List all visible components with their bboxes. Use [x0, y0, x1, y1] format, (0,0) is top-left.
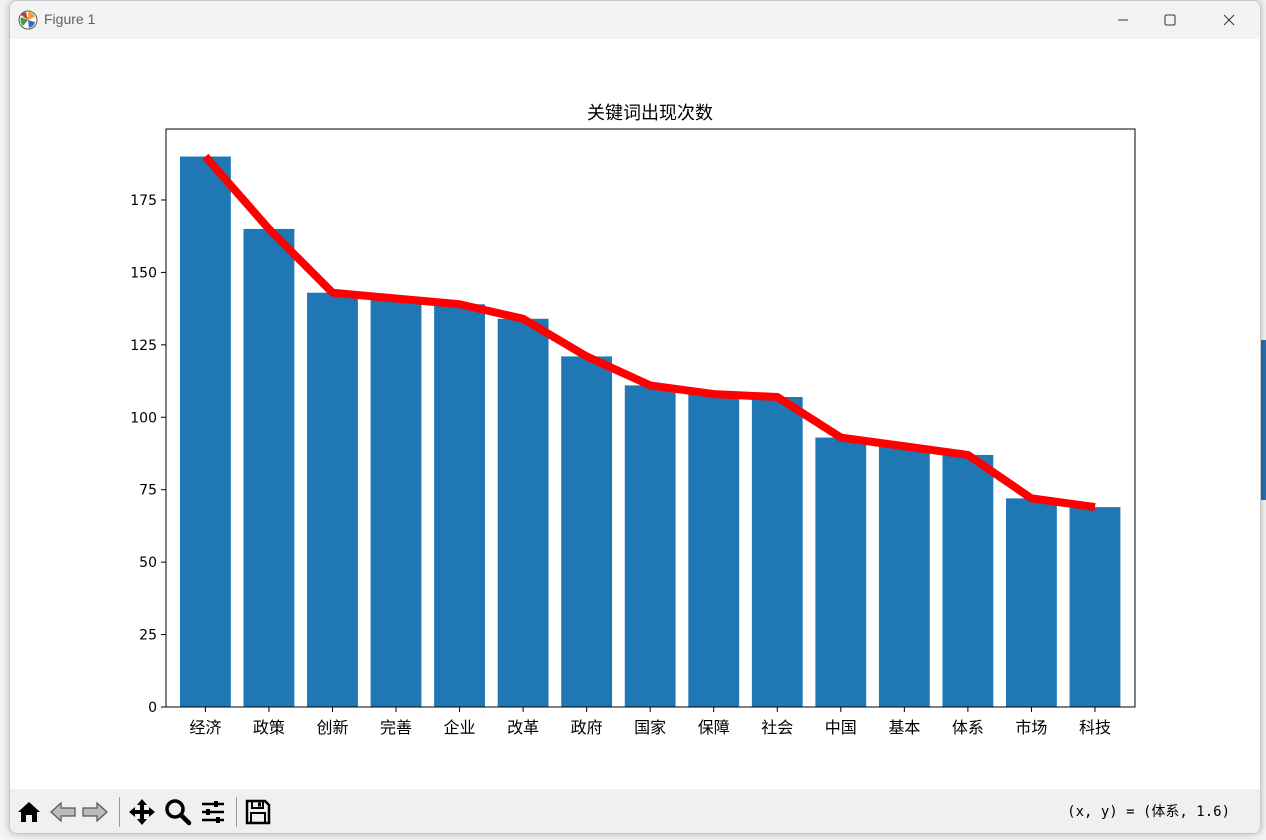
- y-tick-label: 0: [148, 700, 157, 716]
- y-tick-label: 175: [130, 193, 157, 209]
- y-tick-label: 100: [130, 410, 157, 426]
- x-tick-label: 完善: [380, 718, 412, 737]
- y-tick-label: 25: [139, 628, 157, 644]
- back-icon: [50, 801, 76, 823]
- bar-5: [434, 304, 485, 707]
- x-tick-label: 市场: [1015, 718, 1047, 737]
- save-button[interactable]: [243, 797, 273, 827]
- bar-13: [942, 454, 994, 707]
- trend-line: [202, 153, 1096, 512]
- home-icon: [18, 802, 40, 822]
- bar-10: [751, 396, 803, 707]
- y-tick-label: 125: [130, 338, 157, 354]
- cursor-coordinates: (x, y) = (体系, 1.6): [1067, 804, 1230, 820]
- matplotlib-icon: [18, 10, 38, 30]
- bar-11: [815, 437, 867, 707]
- x-tick-label: 体系: [952, 718, 984, 737]
- toolbar-separator: [119, 797, 120, 827]
- x-tick-label: 政府: [571, 718, 603, 737]
- pan-icon: [129, 799, 155, 825]
- bar-7: [561, 356, 613, 707]
- maximize-icon: [1164, 14, 1176, 26]
- y-axis: 0 25 50 75 100 125 150 175: [130, 193, 166, 716]
- x-tick-label: 基本: [888, 718, 920, 737]
- forward-button[interactable]: [80, 797, 110, 827]
- desktop-background-strip: [1258, 340, 1266, 500]
- bar-14: [1006, 498, 1057, 707]
- forward-icon: [82, 801, 108, 823]
- bar-2: [243, 228, 295, 707]
- home-button[interactable]: [14, 797, 44, 827]
- title-bar: Figure 1: [10, 1, 1260, 39]
- x-tick-label: 保障: [698, 718, 730, 737]
- bar-12: [878, 446, 930, 707]
- y-tick-label: 75: [139, 483, 157, 499]
- bar-1: [179, 156, 231, 707]
- window-title: Figure 1: [44, 11, 96, 27]
- pan-button[interactable]: [127, 797, 157, 827]
- line-group: [202, 153, 1096, 512]
- minimize-button[interactable]: [1100, 1, 1146, 39]
- y-tick-label: 50: [139, 555, 157, 571]
- figure-canvas[interactable]: 关键词出现次数 0 25 50 75 100 125 150 175 经济 政策 创新 完善 企业 改革…: [10, 39, 1260, 789]
- x-tick-label: 改革: [507, 718, 539, 737]
- chart-title: 关键词出现次数: [587, 103, 713, 124]
- x-tick-label: 中国: [825, 718, 857, 737]
- x-tick-label: 科技: [1079, 718, 1111, 737]
- x-axis: 经济 政策 创新 完善 企业 改革 政府 国家 保障 社会 中国 基本 体系 市场 科技: [189, 707, 1111, 737]
- y-tick-label: 150: [130, 265, 157, 281]
- bar-9: [688, 394, 740, 707]
- zoom-button[interactable]: [163, 797, 193, 827]
- figure-window: Figure 1 关键词出现次数 0 25 50 75 100 125 150 175 经济 政…: [9, 0, 1261, 834]
- minimize-icon: [1118, 19, 1128, 21]
- zoom-icon: [165, 799, 192, 826]
- bar-6: [497, 318, 549, 707]
- x-tick-label: 政策: [253, 718, 285, 737]
- bar-8: [624, 385, 676, 707]
- close-icon: [1223, 14, 1235, 26]
- navigation-toolbar: (x, y) = (体系, 1.6): [10, 789, 1260, 833]
- x-tick-label: 国家: [634, 718, 666, 737]
- configure-subplots-button[interactable]: [198, 797, 228, 827]
- x-tick-label: 创新: [316, 718, 348, 737]
- toolbar-separator: [236, 797, 237, 827]
- bar-chart: 关键词出现次数 0 25 50 75 100 125 150 175 经济 政策 创新 完善 企业 改革…: [130, 103, 1136, 737]
- x-tick-label: 社会: [761, 718, 793, 737]
- x-tick-label: 经济: [189, 718, 221, 737]
- save-icon: [245, 799, 271, 825]
- bars-group: [179, 156, 1121, 707]
- close-button[interactable]: [1206, 1, 1252, 39]
- maximize-button[interactable]: [1147, 1, 1193, 39]
- configure-subplots-icon: [202, 801, 224, 823]
- bar-4: [370, 298, 422, 707]
- back-button[interactable]: [48, 797, 78, 827]
- bar-3: [307, 292, 358, 707]
- bar-15: [1069, 507, 1121, 707]
- x-tick-label: 企业: [444, 718, 476, 737]
